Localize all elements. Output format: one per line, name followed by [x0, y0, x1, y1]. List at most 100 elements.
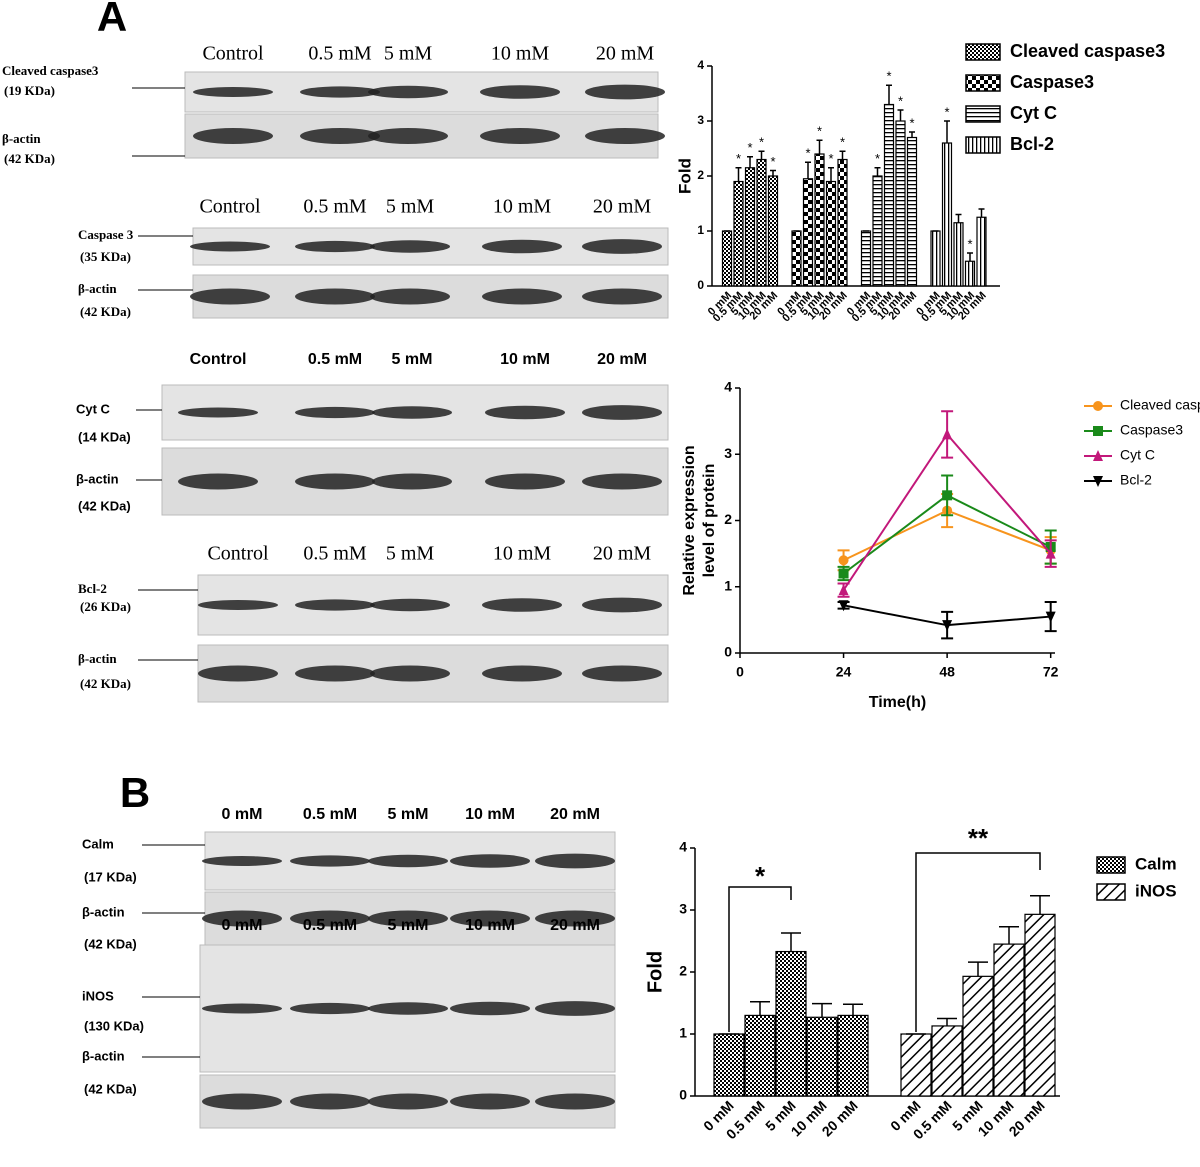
blot-band: [372, 473, 452, 490]
lane-label: 0.5 mM: [308, 43, 372, 65]
bar: [962, 975, 994, 1097]
bar: [806, 1016, 838, 1097]
blot-band: [368, 128, 448, 144]
lane-label: 5 mM: [384, 43, 433, 65]
lane-label: Control: [199, 196, 261, 218]
blot-band: [582, 473, 662, 490]
bar: [900, 1033, 932, 1097]
lane-label: 10 mM: [493, 543, 552, 565]
legend-label: Cyt C: [1120, 447, 1155, 463]
bar: [733, 180, 744, 287]
blot-band: [482, 239, 562, 254]
bar: [872, 175, 883, 287]
bar: [802, 178, 814, 287]
error-bar: [816, 139, 823, 154]
blot-band: [295, 240, 375, 253]
legend-swatch: [1096, 883, 1126, 901]
lane-label: 20 mM: [596, 43, 655, 65]
blot-band: [370, 288, 450, 305]
size-label: (35 KDa): [80, 249, 131, 264]
blot-band: [368, 1002, 448, 1015]
blot-band: [450, 910, 530, 927]
blot-band: [585, 84, 665, 100]
error-bar: [1030, 894, 1050, 915]
blot-band: [370, 665, 450, 682]
blot-band: [290, 855, 370, 867]
marker: [1045, 611, 1056, 623]
lane-label: 0.5 mM: [303, 196, 367, 218]
lane-label: 5 mM: [388, 806, 429, 823]
legend-marker: [1093, 426, 1103, 436]
x-tick-label: 20 mM: [1006, 1097, 1048, 1139]
blot-band: [485, 405, 565, 420]
lane-label: Control: [207, 543, 269, 565]
legend-marker: [1093, 401, 1103, 411]
blot-band: [372, 406, 452, 419]
blot-band: [295, 665, 375, 682]
bar: [964, 260, 976, 287]
bar: [814, 153, 825, 287]
bar: [775, 950, 807, 1097]
significance-mark: *: [875, 151, 880, 166]
error-bar: [955, 213, 962, 223]
bar: [756, 158, 767, 287]
error-bar: [805, 161, 811, 179]
bar: [976, 216, 987, 287]
x-axis-label: Time(h): [869, 694, 926, 711]
blot-band: [585, 128, 665, 144]
y-tick-label: 2: [697, 168, 704, 182]
protein-label: β-actin: [78, 281, 117, 296]
blot-band: [190, 288, 270, 305]
bar: [721, 230, 733, 287]
blot-band: [368, 854, 448, 868]
error-bar: [978, 208, 985, 218]
significance-mark: *: [759, 135, 764, 150]
significance-mark: *: [909, 115, 914, 130]
protein-label: Caspase 3: [78, 227, 134, 242]
bar: [860, 230, 872, 287]
y-tick-label: 1: [724, 577, 732, 593]
bar: [837, 1014, 869, 1097]
x-tick-label: 24: [836, 664, 852, 680]
bar: [1024, 913, 1056, 1097]
legend-label: Bcl-2: [1120, 472, 1152, 488]
blot-band: [290, 1002, 370, 1015]
blot-band: [482, 598, 562, 612]
blot-band: [482, 288, 562, 305]
error-bar: [886, 84, 892, 105]
blot-band: [295, 406, 375, 419]
blot-band: [198, 600, 278, 610]
blot-band: [300, 86, 380, 98]
error-bar: [967, 252, 973, 262]
size-label: (14 KDa): [78, 429, 131, 444]
protein-label: β-actin: [78, 651, 117, 666]
lane-label: 10 mM: [500, 351, 550, 368]
significance-mark: *: [747, 140, 752, 155]
annotation: **: [968, 823, 989, 853]
bar: [993, 943, 1025, 1097]
lane-label: 0.5 mM: [308, 351, 362, 368]
lane-label: 0 mM: [222, 917, 263, 934]
size-label: (17 KDa): [84, 869, 137, 884]
size-label: (42 KDa): [80, 676, 131, 691]
lane-label: 0.5 mM: [303, 917, 357, 934]
size-label: (42 KDa): [78, 498, 131, 513]
lane-label: 5 mM: [388, 917, 429, 934]
error-bar: [909, 131, 915, 138]
protein-label: Cleaved caspase3: [2, 63, 99, 78]
error-bar: [968, 961, 988, 977]
error-bar: [735, 167, 742, 182]
significance-mark: *: [828, 151, 833, 166]
y-tick-label: 4: [697, 58, 704, 72]
y-tick-label: 2: [679, 963, 687, 979]
size-label: (130 KDa): [84, 1018, 144, 1033]
significance-mark: *: [967, 236, 972, 251]
lane-label: 10 mM: [465, 917, 515, 934]
marker: [838, 600, 849, 612]
blot-band: [582, 665, 662, 682]
bar: [931, 1025, 963, 1097]
protein-label: β-actin: [76, 471, 119, 486]
blot-band: [582, 597, 662, 613]
size-label: (42 KDa): [84, 1081, 137, 1096]
